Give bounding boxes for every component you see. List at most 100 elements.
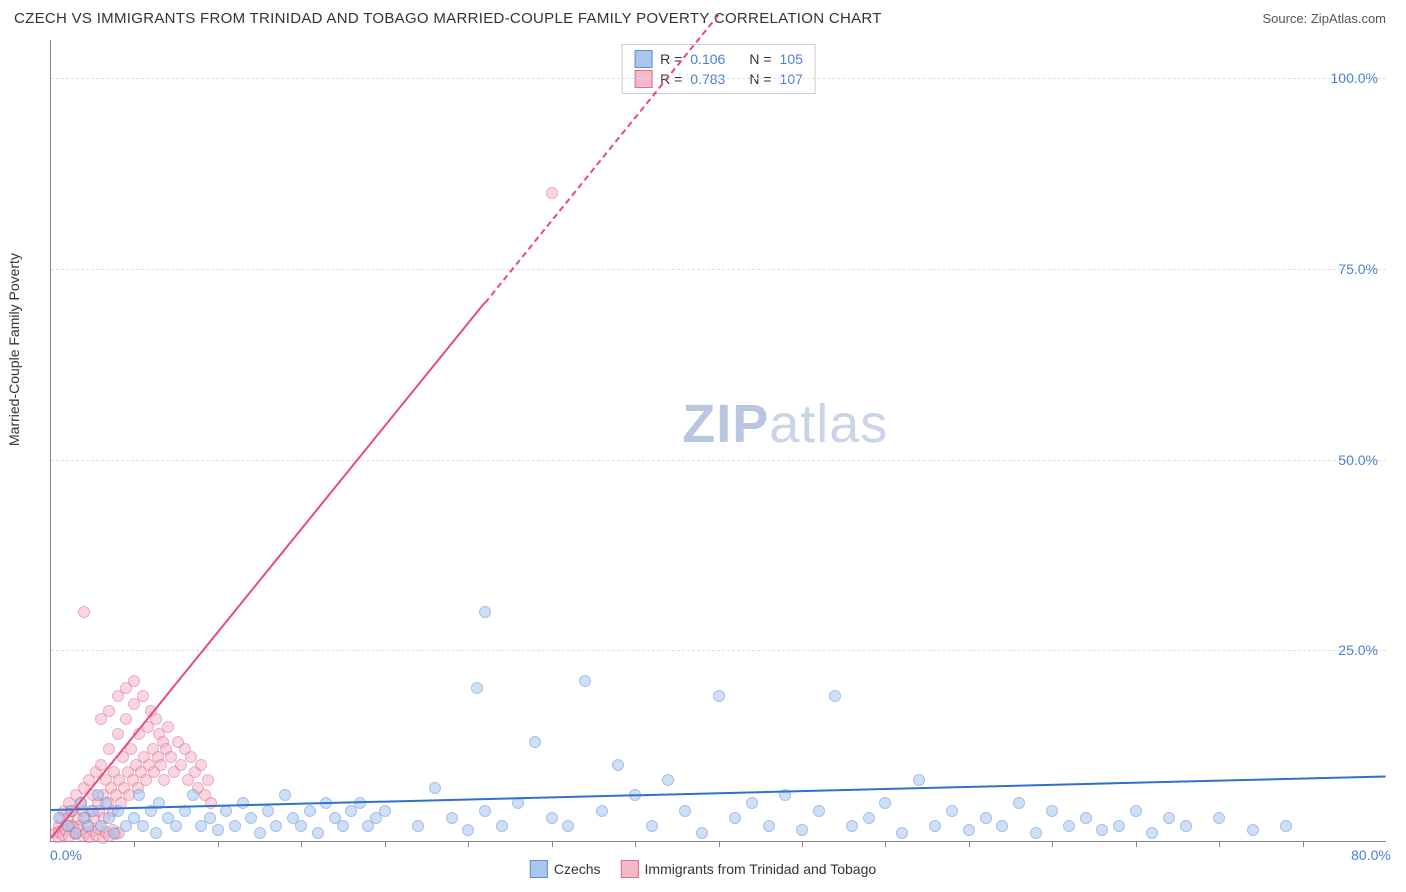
data-point: [162, 721, 174, 733]
data-point: [133, 789, 145, 801]
data-point: [763, 820, 775, 832]
data-point: [195, 759, 207, 771]
legend-label-immigrants: Immigrants from Trinidad and Tobago: [645, 861, 877, 877]
data-point: [229, 820, 241, 832]
data-point: [829, 690, 841, 702]
gridline: [51, 269, 1386, 270]
data-point: [82, 820, 94, 832]
data-point: [913, 774, 925, 786]
trend-line: [51, 775, 1386, 811]
x-tick-mark: [885, 841, 886, 847]
data-point: [295, 820, 307, 832]
data-point: [479, 805, 491, 817]
data-point: [1146, 827, 1158, 839]
data-point: [462, 824, 474, 836]
data-point: [579, 675, 591, 687]
data-point: [245, 812, 257, 824]
data-point: [596, 805, 608, 817]
series-legend: Czechs Immigrants from Trinidad and Toba…: [530, 860, 876, 878]
data-point: [1213, 812, 1225, 824]
y-tick-label: 75.0%: [1338, 261, 1378, 277]
y-tick-label: 25.0%: [1338, 642, 1378, 658]
data-point: [379, 805, 391, 817]
data-point: [529, 736, 541, 748]
x-tick-mark: [1052, 841, 1053, 847]
data-point: [78, 606, 90, 618]
data-point: [304, 805, 316, 817]
n-label: N =: [749, 51, 771, 67]
y-axis-label: Married-Couple Family Poverty: [6, 253, 22, 446]
data-point: [202, 774, 214, 786]
legend-item-immigrants: Immigrants from Trinidad and Tobago: [621, 860, 877, 878]
x-tick-label: 0.0%: [50, 847, 82, 863]
data-point: [204, 812, 216, 824]
data-point: [1163, 812, 1175, 824]
x-tick-mark: [301, 841, 302, 847]
data-point: [980, 812, 992, 824]
x-tick-mark: [802, 841, 803, 847]
data-point: [103, 743, 115, 755]
data-point: [746, 797, 758, 809]
x-tick-mark: [468, 841, 469, 847]
data-point: [112, 690, 124, 702]
data-point: [1130, 805, 1142, 817]
trend-line-dashed: [484, 14, 719, 304]
data-point: [446, 812, 458, 824]
data-point: [1280, 820, 1292, 832]
legend-label-czechs: Czechs: [554, 861, 601, 877]
data-point: [729, 812, 741, 824]
y-tick-label: 50.0%: [1338, 452, 1378, 468]
data-point: [879, 797, 891, 809]
x-tick-mark: [1303, 841, 1304, 847]
data-point: [150, 827, 162, 839]
data-point: [103, 705, 115, 717]
data-point: [896, 827, 908, 839]
data-point: [87, 805, 99, 817]
data-point: [120, 713, 132, 725]
x-tick-mark: [1219, 841, 1220, 847]
data-point: [254, 827, 266, 839]
data-point: [279, 789, 291, 801]
x-tick-mark: [969, 841, 970, 847]
gridline: [51, 460, 1386, 461]
data-point: [963, 824, 975, 836]
data-point: [412, 820, 424, 832]
data-point: [1113, 820, 1125, 832]
data-point: [562, 820, 574, 832]
x-tick-mark: [635, 841, 636, 847]
data-point: [612, 759, 624, 771]
data-point: [70, 827, 82, 839]
data-point: [479, 606, 491, 618]
data-point: [128, 675, 140, 687]
data-point: [137, 690, 149, 702]
data-point: [546, 812, 558, 824]
trend-line: [50, 302, 485, 839]
data-point: [646, 820, 658, 832]
data-point: [1063, 820, 1075, 832]
watermark: ZIPatlas: [682, 393, 888, 455]
x-tick-mark: [385, 841, 386, 847]
data-point: [108, 827, 120, 839]
data-point: [1096, 824, 1108, 836]
legend-item-czechs: Czechs: [530, 860, 601, 878]
data-point: [212, 824, 224, 836]
x-tick-mark: [218, 841, 219, 847]
data-point: [270, 820, 282, 832]
data-point: [929, 820, 941, 832]
source-attribution: Source: ZipAtlas.com: [1262, 11, 1386, 26]
r-value-czechs: 0.106: [690, 51, 725, 67]
swatch-czechs: [530, 860, 548, 878]
data-point: [863, 812, 875, 824]
data-point: [237, 797, 249, 809]
chart-title: CZECH VS IMMIGRANTS FROM TRINIDAD AND TO…: [14, 10, 882, 27]
data-point: [713, 690, 725, 702]
data-point: [696, 827, 708, 839]
data-point: [429, 782, 441, 794]
data-point: [679, 805, 691, 817]
data-point: [496, 820, 508, 832]
x-tick-mark: [134, 841, 135, 847]
data-point: [1180, 820, 1192, 832]
data-point: [137, 820, 149, 832]
data-point: [337, 820, 349, 832]
x-tick-mark: [1136, 841, 1137, 847]
